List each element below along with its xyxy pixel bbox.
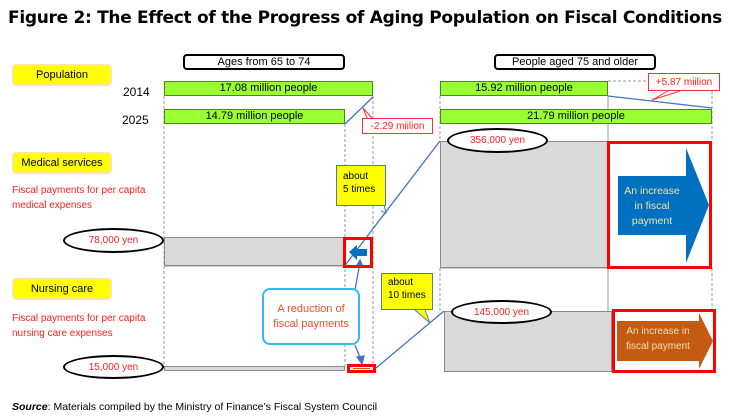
source-note: Source: Materials compiled by the Minist… [12, 401, 377, 413]
arrow-right-icon [618, 148, 709, 263]
increase-label-nursing: An increase in fiscal payment [626, 326, 690, 352]
group-label-65-74: Ages from 65 to 74 [183, 54, 345, 70]
ratio-line1: about [343, 171, 369, 182]
group-label-75-older: People aged 75 and older [494, 54, 656, 70]
value-nursing-right: 145,000 yen [451, 300, 552, 324]
reduction-box-medical [343, 237, 373, 268]
callout-right-change: +5.87 miilion [648, 73, 720, 91]
value-medical-right: 356,000 yen [447, 128, 548, 153]
medical-desc-line1: Fiscal payments for per capita [12, 185, 146, 196]
bar-medical-right [440, 141, 608, 268]
callout-left-change: -2.29 miilion [362, 118, 433, 134]
callout-medical-ratio: about 5 times [336, 165, 386, 206]
ratio-line2: 10 times [388, 290, 426, 301]
increase-box-medical: An increase in fiscal payment [607, 141, 712, 269]
bar-right-2025: 21.79 million people [440, 109, 712, 124]
label-medical: Medical services [12, 152, 112, 174]
label-nursing: Nursing care [12, 278, 112, 300]
arrow-left-icon [349, 245, 367, 260]
nursing-desc-line2: nursing care expenses [12, 328, 113, 339]
value-nursing-left: 15,000 yen [63, 355, 164, 379]
reduction-box-nursing [347, 364, 376, 373]
value-medical-left: 78,000 yen [63, 228, 164, 253]
label-population: Population [12, 64, 112, 86]
nursing-desc-line1: Fiscal payments for per capita [12, 313, 146, 324]
bar-medical-left [164, 237, 345, 266]
reduction-label: A reduction of fiscal payments [262, 288, 360, 345]
medical-desc: Fiscal payments for per capita medical ex… [12, 183, 145, 213]
figure-title: Figure 2: The Effect of the Progress of … [8, 8, 722, 28]
year-2025: 2025 [122, 113, 149, 127]
ratio-line2: 5 times [343, 184, 376, 195]
source-label: Source [12, 401, 48, 413]
ratio-line1: about [388, 277, 414, 288]
medical-desc-line2: medical expenses [12, 200, 93, 211]
arrow-right-icon [617, 313, 713, 369]
bar-nursing-left [164, 366, 345, 371]
bar-right-2014: 15.92 million people [440, 81, 608, 96]
source-text: : Materials compiled by the Ministry of … [47, 401, 378, 413]
callout-nursing-ratio: about 10 times [381, 273, 433, 310]
increase-label-medical: An increase in fiscal payment [624, 185, 680, 227]
bar-left-2025: 14.79 million people [164, 109, 345, 124]
year-2014: 2014 [123, 85, 150, 99]
increase-box-nursing: An increase in fiscal payment [612, 309, 716, 373]
nursing-desc: Fiscal payments for per capita nursing ca… [12, 311, 145, 341]
small-arrow-icon [353, 368, 370, 369]
decrease-line [344, 96, 374, 125]
bar-left-2014: 17.08 million people [164, 81, 373, 96]
increase-line [607, 95, 713, 109]
